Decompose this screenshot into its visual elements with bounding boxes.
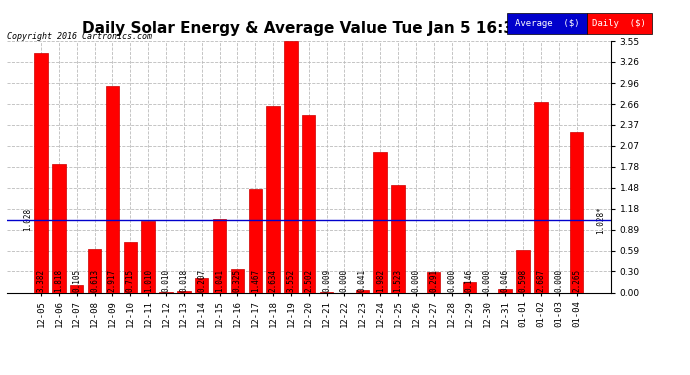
Text: 1.028: 1.028 bbox=[23, 208, 32, 231]
Bar bbox=[373, 152, 387, 292]
Text: 0.207: 0.207 bbox=[197, 268, 206, 292]
Bar bbox=[427, 272, 440, 292]
Bar bbox=[52, 164, 66, 292]
Text: 3.382: 3.382 bbox=[37, 268, 46, 292]
Bar bbox=[177, 291, 190, 292]
Text: 0.000: 0.000 bbox=[554, 268, 563, 292]
Text: 1.041: 1.041 bbox=[215, 268, 224, 292]
Text: 0.613: 0.613 bbox=[90, 268, 99, 292]
Text: 0.000: 0.000 bbox=[447, 268, 456, 292]
Text: 1.982: 1.982 bbox=[375, 268, 384, 292]
Text: Daily Solar Energy & Average Value Tue Jan 5 16:34: Daily Solar Energy & Average Value Tue J… bbox=[82, 21, 525, 36]
Bar bbox=[124, 242, 137, 292]
Bar bbox=[34, 53, 48, 292]
Text: 0.041: 0.041 bbox=[358, 268, 367, 292]
Bar bbox=[230, 270, 244, 292]
Bar bbox=[463, 282, 476, 292]
Text: 2.917: 2.917 bbox=[108, 268, 117, 292]
Text: 1.467: 1.467 bbox=[250, 268, 259, 292]
Text: 1.523: 1.523 bbox=[393, 268, 402, 292]
Text: 2.265: 2.265 bbox=[572, 268, 581, 292]
Text: 0.000: 0.000 bbox=[411, 268, 420, 292]
Text: 0.000: 0.000 bbox=[483, 268, 492, 292]
Bar bbox=[302, 116, 315, 292]
Text: 2.502: 2.502 bbox=[304, 268, 313, 292]
Bar bbox=[355, 290, 369, 292]
Bar bbox=[88, 249, 101, 292]
Bar bbox=[248, 189, 262, 292]
Text: 0.046: 0.046 bbox=[501, 268, 510, 292]
Bar bbox=[534, 102, 547, 292]
Text: 0.325: 0.325 bbox=[233, 268, 242, 292]
Bar bbox=[284, 41, 297, 292]
Text: Average  ($): Average ($) bbox=[515, 19, 579, 28]
Text: 1.818: 1.818 bbox=[55, 268, 63, 292]
Text: 2.687: 2.687 bbox=[536, 268, 545, 292]
Text: 3.552: 3.552 bbox=[286, 268, 295, 292]
Text: 0.000: 0.000 bbox=[340, 268, 349, 292]
Text: 1.010: 1.010 bbox=[144, 268, 152, 292]
Text: Daily  ($): Daily ($) bbox=[593, 19, 646, 28]
Text: Copyright 2016 Cartronics.com: Copyright 2016 Cartronics.com bbox=[7, 32, 152, 41]
Text: 0.009: 0.009 bbox=[322, 268, 331, 292]
Text: 0.010: 0.010 bbox=[161, 268, 170, 292]
Text: 1.028*: 1.028* bbox=[596, 206, 605, 234]
Bar bbox=[195, 278, 208, 292]
Bar bbox=[70, 285, 83, 292]
Bar bbox=[516, 250, 530, 292]
Bar bbox=[391, 185, 405, 292]
Text: 0.291: 0.291 bbox=[429, 268, 438, 292]
Bar bbox=[498, 289, 512, 292]
Bar bbox=[106, 86, 119, 292]
Bar bbox=[213, 219, 226, 292]
Text: 0.146: 0.146 bbox=[465, 268, 474, 292]
Text: 0.715: 0.715 bbox=[126, 268, 135, 292]
Bar bbox=[266, 106, 279, 292]
Text: 2.634: 2.634 bbox=[268, 268, 277, 292]
Bar bbox=[570, 132, 583, 292]
Text: 0.018: 0.018 bbox=[179, 268, 188, 292]
Text: 0.598: 0.598 bbox=[518, 268, 527, 292]
Text: 0.105: 0.105 bbox=[72, 268, 81, 292]
Bar bbox=[141, 221, 155, 292]
